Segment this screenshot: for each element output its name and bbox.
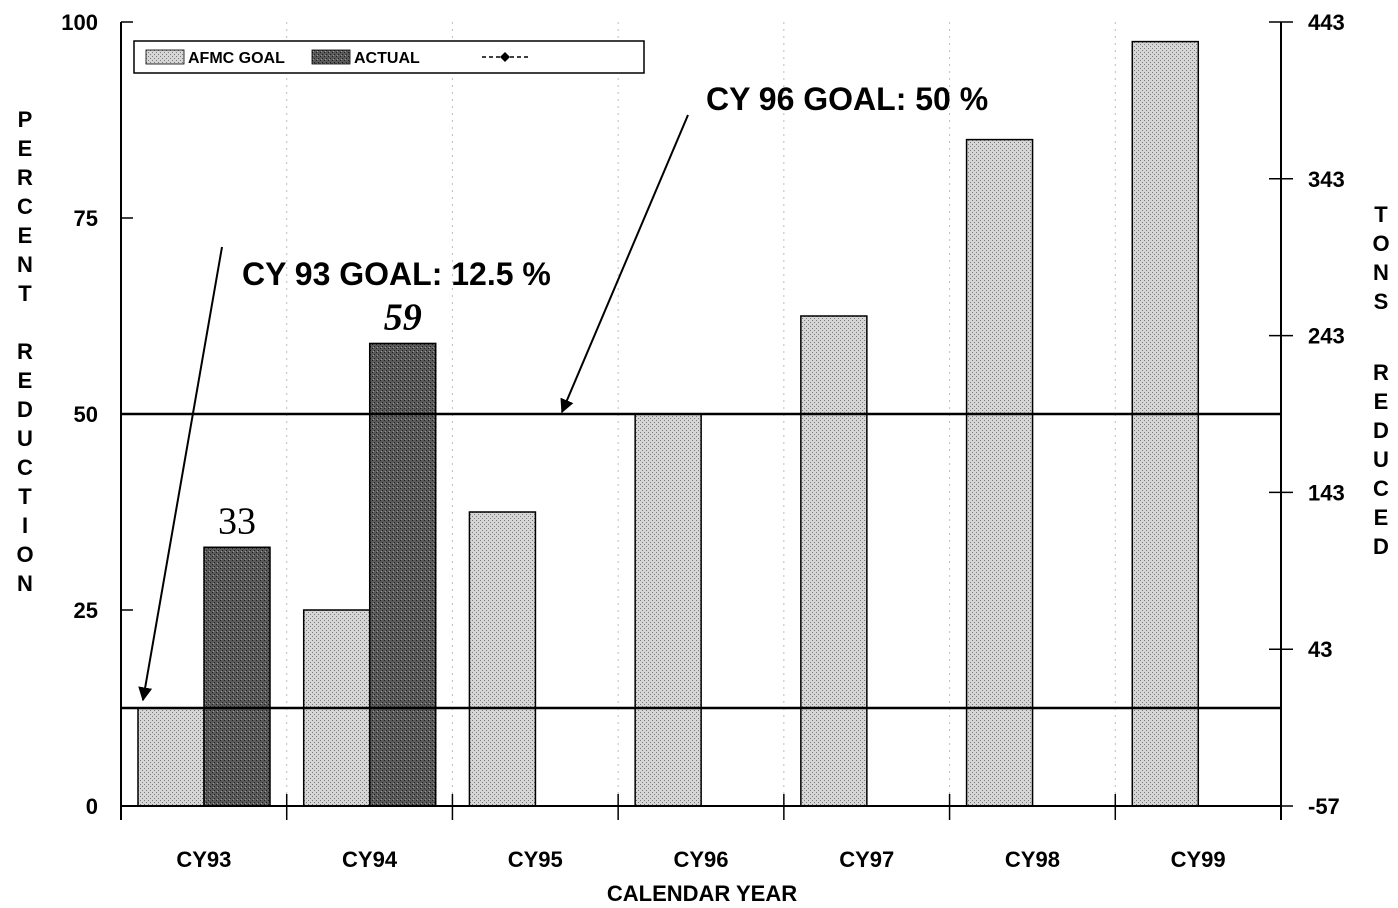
axis-title-letter: N: [17, 252, 33, 277]
axis-title-letter: E: [1374, 505, 1389, 530]
axis-title-letter: N: [17, 571, 33, 596]
data-labels: 33 59: [218, 296, 422, 542]
legend: AFMC GOAL ACTUAL: [133, 40, 645, 74]
bar-goal-cy97: [800, 315, 868, 807]
x-tick-label: CY96: [673, 847, 728, 872]
axes: [120, 21, 1293, 820]
bar-goal-cy95: [468, 511, 537, 807]
axis-title-letter: O: [1372, 231, 1389, 256]
y-tick-label: 100: [61, 10, 98, 35]
annotations: CY 93 GOAL: 12.5 % CY 96 GOAL: 50 %: [138, 81, 988, 702]
y-tick-label: 50: [74, 402, 98, 427]
annotation-cy93-arrow: [138, 246, 223, 702]
axis-title-letter: T: [18, 484, 32, 509]
axis-title-letter: E: [18, 136, 33, 161]
x-tick-label: CY98: [1005, 847, 1060, 872]
data-label-actual: 33: [218, 500, 256, 542]
axis-title-letter: E: [18, 368, 33, 393]
bar-actual-cy93: [203, 546, 271, 807]
y2-tick-label: 143: [1308, 480, 1345, 505]
x-axis-title: CALENDAR YEAR: [607, 881, 797, 906]
bar-goal-cy93: [137, 707, 205, 807]
axis-title-letter: U: [1373, 447, 1389, 472]
axis-title-letter: D: [1373, 534, 1389, 559]
axis-title-letter: R: [1373, 360, 1389, 385]
y-tick-label: 0: [86, 794, 98, 819]
legend-diamond-marker: [500, 52, 510, 62]
axis-title-letter: I: [22, 513, 28, 538]
axis-title-letter: R: [17, 165, 33, 190]
y2-tick-label: 43: [1308, 637, 1332, 662]
y2-tick-label: 243: [1308, 324, 1345, 349]
y-tick-label: 25: [74, 598, 98, 623]
axis-title-letter: D: [1373, 418, 1389, 443]
annotation-cy96-arrow: [560, 114, 689, 414]
axis-title-letter: C: [17, 455, 33, 480]
tick-labels: 0 25 50 75 100 -57 43 143 243 343 443 CY93 CY94 CY95 C…: [61, 10, 1344, 872]
legend-label-actual: ACTUAL: [354, 50, 420, 67]
axis-title-letter: O: [16, 542, 33, 567]
bar-goal-cy99: [1131, 40, 1200, 807]
legend-label-goal: AFMC GOAL: [188, 50, 285, 67]
bar-actual-cy94: [368, 342, 437, 807]
axis-title-letter: D: [17, 397, 33, 422]
data-label-actual: 59: [384, 296, 422, 338]
x-tick-label: CY99: [1171, 847, 1226, 872]
axis-title-letter: T: [18, 281, 32, 306]
bar-goal-cy98: [965, 138, 1034, 807]
axis-title-letter: T: [1374, 202, 1388, 227]
y2-tick-label: -57: [1308, 794, 1340, 819]
bars: [137, 40, 1200, 807]
axis-title-letter: E: [1374, 389, 1389, 414]
x-tick-label: CY94: [342, 847, 398, 872]
x-tick-label: CY97: [839, 847, 894, 872]
axis-title-letter: S: [1374, 289, 1389, 314]
axis-title-letter: R: [17, 339, 33, 364]
axis-title-letter: P: [18, 107, 33, 132]
bar-goal-cy96: [634, 413, 702, 807]
y2-tick-label: 343: [1308, 167, 1345, 192]
axis-title-letter: N: [1373, 260, 1389, 285]
legend-box: [133, 40, 645, 74]
y-tick-label: 75: [74, 206, 98, 231]
x-tick-label: CY93: [176, 847, 231, 872]
axis-title-letter: C: [17, 194, 33, 219]
axis-title-letter: C: [1373, 476, 1389, 501]
axis-title-letter: E: [18, 223, 33, 248]
legend-swatch-actual: [311, 49, 351, 65]
annotation-cy93-goal: CY 93 GOAL: 12.5 %: [242, 256, 551, 292]
reference-lines: [121, 412, 1281, 710]
x-tick-label: CY95: [508, 847, 563, 872]
y2-tick-label: 443: [1308, 10, 1345, 35]
annotation-cy96-goal: CY 96 GOAL: 50 %: [706, 81, 988, 117]
axis-title-letter: U: [17, 426, 33, 451]
legend-swatch-goal: [145, 49, 185, 65]
